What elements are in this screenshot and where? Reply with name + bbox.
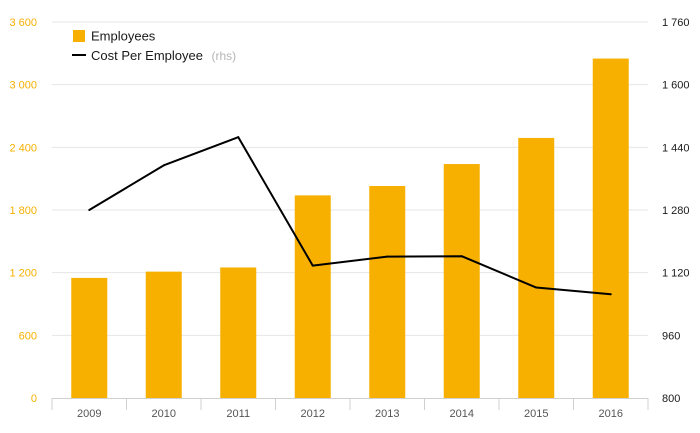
- y-right-tick-label: 1 760: [662, 17, 690, 29]
- x-tick-label: 2010: [152, 408, 176, 420]
- legend-label-cost-per-employee: Cost Per Employee (rhs): [91, 47, 236, 64]
- y-right-tick-label: 1 280: [662, 205, 690, 217]
- bar-employees: [369, 185, 406, 398]
- employees-bars: [71, 58, 629, 399]
- x-tick-label: 2015: [524, 408, 548, 420]
- y-left-tick-label: 600: [19, 330, 37, 342]
- legend-label-cost-per-employee-name: Cost Per Employee: [91, 48, 203, 63]
- x-tick-label: 2009: [77, 408, 101, 420]
- y-left-tick-label: 0: [31, 393, 37, 405]
- y-left-tick-label: 3 000: [9, 80, 37, 92]
- y-right-tick-label: 1 440: [662, 142, 690, 154]
- x-tick-label: 2011: [226, 408, 250, 420]
- point-cost-per-employee: [609, 293, 612, 296]
- cost-per-employee-line: [88, 136, 612, 296]
- x-tick-label: 2012: [301, 408, 325, 420]
- axes: 0 600 1 200 1 800 2 400 3 000 3 600 800 960 1 120…: [9, 17, 689, 420]
- y-right-tick-label: 1 600: [662, 80, 690, 92]
- bar-employees: [294, 195, 331, 398]
- point-cost-per-employee: [311, 264, 314, 267]
- bar-employees: [220, 267, 257, 398]
- point-cost-per-employee: [460, 255, 463, 258]
- y-right-tick-label: 1 120: [662, 268, 690, 280]
- bar-employees: [518, 137, 555, 398]
- x-tick-label: 2014: [450, 408, 474, 420]
- point-cost-per-employee: [88, 209, 91, 211]
- y-right-tick-label: 800: [662, 393, 680, 405]
- y-left-tick-label: 2 400: [9, 142, 37, 154]
- bar-employees: [443, 164, 480, 398]
- y-right-tick-label: 960: [662, 330, 680, 342]
- y-left-tick-label: 3 600: [9, 17, 37, 29]
- line-cost-per-employee: [88, 136, 611, 296]
- y-left-tick-label: 1 800: [9, 205, 37, 217]
- bar-employees: [71, 277, 108, 398]
- x-tick-label: 2013: [375, 408, 399, 420]
- legend: Employees Cost Per Employee (rhs): [72, 29, 236, 64]
- bar-employees: [592, 58, 629, 399]
- legend-label-employees: Employees: [91, 29, 156, 44]
- point-cost-per-employee: [535, 286, 538, 289]
- point-cost-per-employee: [162, 164, 165, 167]
- y-left-tick-label: 1 200: [9, 268, 37, 280]
- legend-swatch-employees: [73, 30, 85, 42]
- point-cost-per-employee: [386, 255, 389, 258]
- bar-employees: [145, 271, 182, 398]
- x-tick-label: 2016: [599, 408, 623, 420]
- point-cost-per-employee: [237, 136, 240, 139]
- legend-label-rhs: (rhs): [211, 49, 236, 63]
